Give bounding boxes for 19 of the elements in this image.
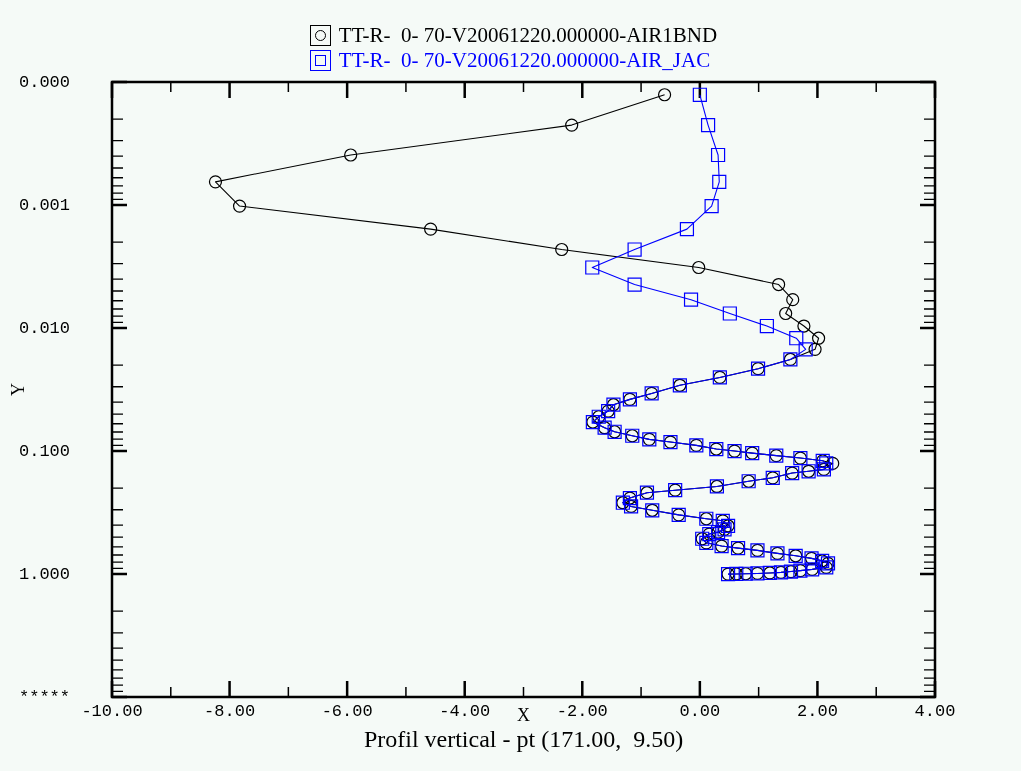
x-tick-label: -8.00	[204, 701, 256, 721]
x-tick-label: 0.00	[679, 701, 721, 721]
y-axis-title: Y	[7, 383, 28, 397]
text: Profil vertical - pt (171.00, 9.50)	[363, 726, 684, 753]
y-tick-label: 1.000	[18, 564, 70, 584]
x-tick-label: 4.00	[914, 701, 956, 721]
y-tick-label: 0.010	[18, 318, 70, 338]
x-tick-label: -4.00	[439, 701, 491, 721]
y-tick-label: *****	[18, 687, 70, 707]
y-tick-label: 0.000	[18, 72, 70, 92]
x-tick-label: 2.00	[797, 701, 838, 721]
y-tick-label: 0.001	[18, 195, 70, 215]
y-tick-label: 0.100	[18, 441, 70, 461]
x-tick-label: -2.00	[556, 701, 608, 721]
legend-label: TT-R- 0- 70-V20061220.000000-AIR1BND	[338, 23, 718, 48]
x-tick-label: -6.00	[321, 701, 373, 721]
x-tick-label: -10.00	[81, 701, 143, 721]
x-axis-title: X	[517, 704, 530, 725]
legend-label: TT-R- 0- 70-V20061220.000000-AIR_JAC	[338, 48, 711, 73]
